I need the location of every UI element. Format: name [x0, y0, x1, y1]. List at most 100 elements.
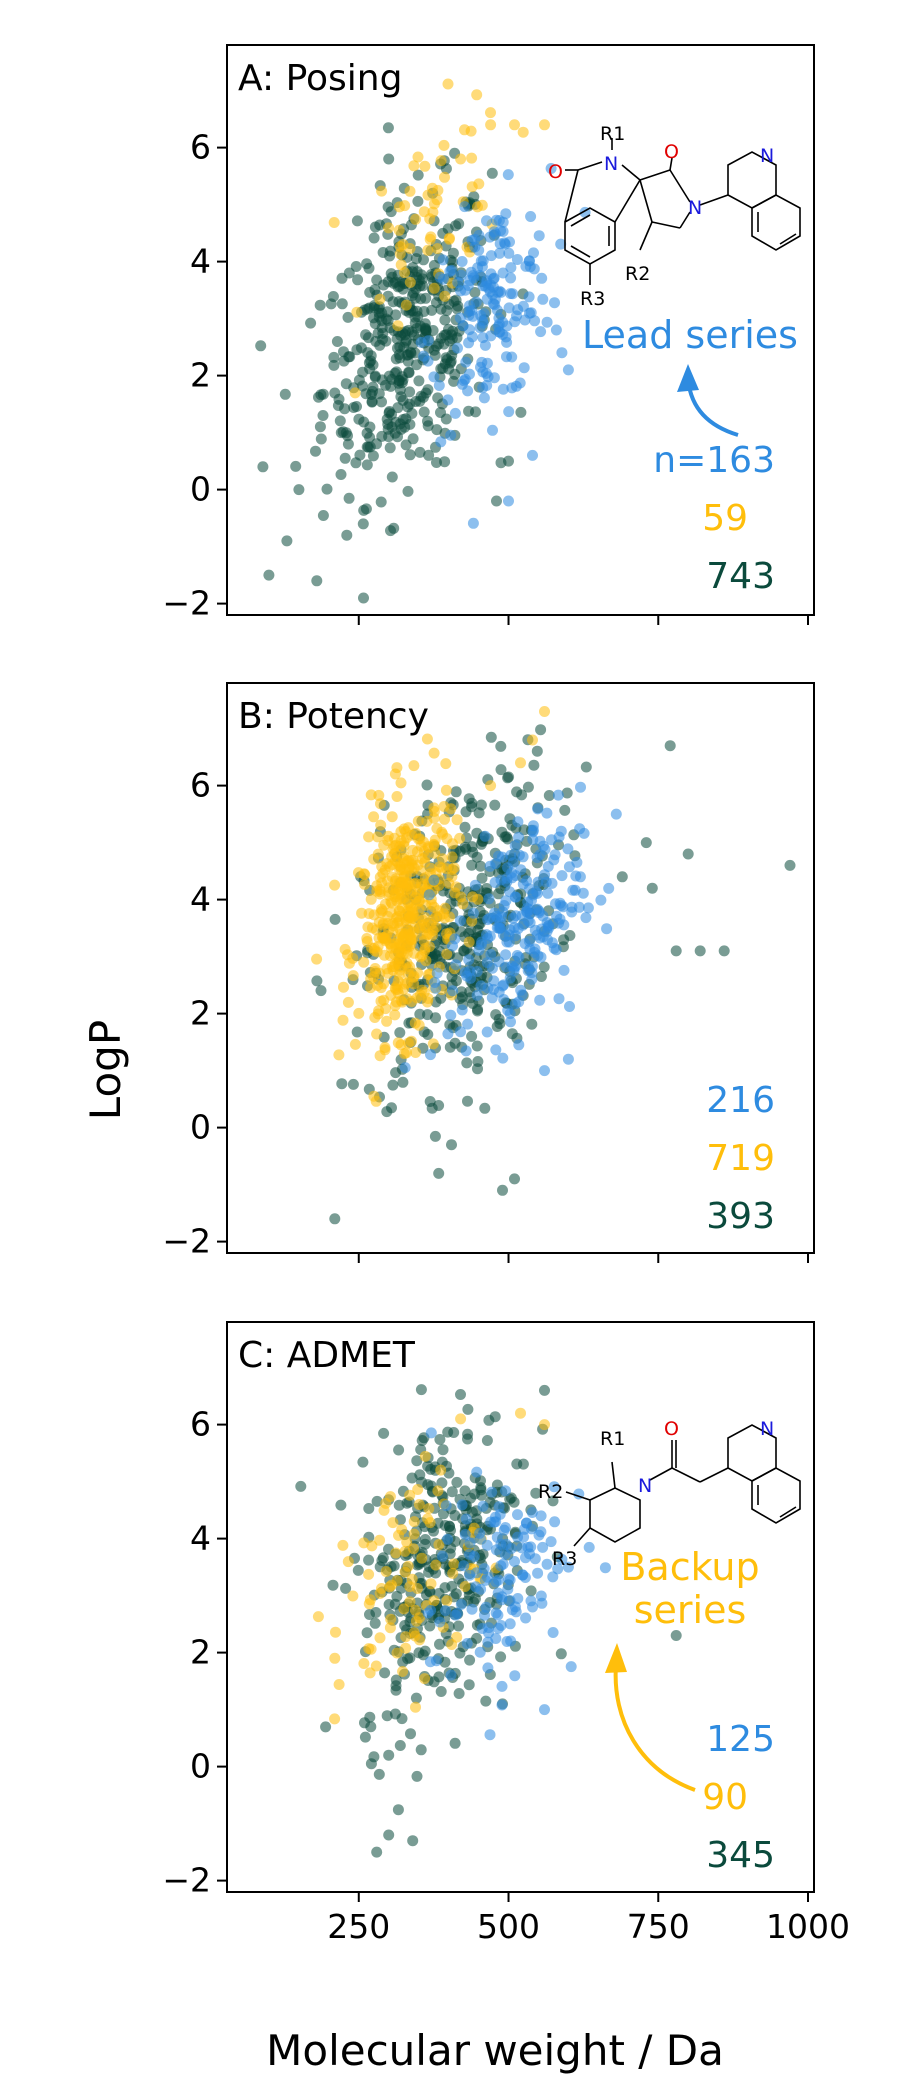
scatter-point-blue [497, 267, 509, 279]
scatter-point-blue [481, 215, 492, 227]
scatter-point-green [547, 1495, 559, 1507]
scatter-point-green [409, 311, 421, 323]
scatter-point-green [351, 215, 363, 227]
scatter-point-green [354, 449, 366, 461]
scatter-point-yellow [432, 184, 444, 196]
scatter-point-blue [506, 867, 517, 879]
scatter-point-green [411, 359, 422, 371]
scatter-point-blue [470, 1581, 482, 1593]
scatter-point-yellow [369, 1012, 381, 1023]
scatter-point-yellow [423, 1503, 435, 1515]
scatter-point-blue [575, 781, 586, 793]
y-tick-label: 2 [190, 1633, 211, 1672]
scatter-point-yellow [372, 831, 384, 843]
scatter-point-blue [550, 324, 562, 336]
oxygen-label-c: O [664, 1418, 679, 1440]
scatter-point-blue [423, 889, 435, 901]
scatter-point-green [381, 1106, 393, 1118]
scatter-point-green [390, 1067, 402, 1079]
scatter-point-blue [497, 929, 509, 941]
scatter-point-blue [525, 1541, 537, 1553]
scatter-point-yellow [440, 784, 452, 796]
scatter-point-yellow [455, 891, 467, 903]
scatter-point-blue [471, 1466, 483, 1478]
scatter-point-yellow [401, 947, 413, 959]
scatter-point-yellow [409, 1630, 421, 1642]
scatter-point-blue [440, 1605, 451, 1617]
scatter-point-green [351, 401, 362, 412]
scatter-point-green [340, 1582, 352, 1594]
scatter-point-green [784, 859, 796, 871]
scatter-point-yellow [422, 244, 434, 256]
y-tick-label: 6 [190, 766, 211, 805]
scatter-point-blue [571, 856, 583, 868]
scatter-point-green [358, 592, 369, 604]
scatter-point-yellow [404, 276, 416, 288]
scatter-point-yellow [398, 930, 409, 942]
scatter-point-blue [574, 823, 586, 835]
scatter-point-green [404, 1652, 416, 1664]
scatter-point-green [528, 759, 540, 771]
scatter-point-yellow [446, 851, 458, 863]
scatter-point-blue [433, 380, 445, 391]
scatter-point-blue [500, 949, 512, 961]
scatter-point-green [310, 445, 321, 457]
scatter-point-blue [577, 887, 589, 899]
nitrogen-label-2: N [688, 197, 702, 219]
scatter-point-blue [458, 1560, 470, 1572]
scatter-point-green [361, 258, 373, 270]
scatter-point-blue [467, 517, 479, 529]
scatter-point-yellow [466, 152, 478, 164]
panel-b-axes: −2 0 2 4 6 [162, 766, 810, 1263]
scatter-point-yellow [374, 293, 386, 305]
scatter-point-blue [445, 1009, 457, 1021]
scatter-point-blue [490, 1044, 502, 1056]
scatter-point-green [341, 529, 353, 541]
scatter-point-green [431, 457, 442, 468]
scatter-point-green [343, 492, 355, 504]
scatter-point-blue [556, 347, 568, 359]
scatter-point-green [448, 295, 460, 307]
scatter-point-green [357, 518, 369, 530]
scatter-point-blue [545, 163, 557, 174]
scatter-point-yellow [368, 811, 380, 823]
scatter-point-green [311, 975, 323, 987]
y-tick-label: 0 [190, 1747, 211, 1786]
r2-label: R2 [625, 263, 650, 285]
scatter-point-blue [542, 920, 554, 932]
scatter-point-green [364, 441, 376, 453]
scatter-point-yellow [427, 1038, 439, 1050]
scatter-point-blue [599, 1562, 611, 1574]
scatter-point-yellow [472, 893, 484, 905]
scatter-point-blue [489, 299, 501, 311]
scatter-point-yellow [416, 950, 428, 961]
scatter-point-yellow [441, 1595, 453, 1607]
scatter-point-yellow [408, 978, 420, 990]
scatter-point-blue [532, 1567, 544, 1579]
scatter-point-blue [497, 226, 509, 237]
scatter-point-green [522, 781, 534, 793]
backup-series-structure: R1 R2 R3 O N N [538, 1418, 801, 1570]
scatter-point-green [393, 1444, 405, 1456]
scatter-point-yellow [403, 906, 415, 918]
scatter-point-blue [450, 959, 462, 971]
scatter-point-blue [484, 231, 496, 243]
panel-a-label: A: Posing [238, 58, 402, 99]
scatter-point-blue [425, 1604, 437, 1616]
scatter-point-green [370, 1607, 382, 1618]
scatter-point-blue [449, 1609, 461, 1621]
scatter-point-green [489, 1411, 501, 1423]
scatter-point-yellow [438, 139, 450, 151]
scatter-point-yellow [473, 178, 485, 190]
lead-series-arrowhead [677, 364, 699, 392]
scatter-point-blue [429, 977, 441, 988]
scatter-point-blue [476, 356, 488, 368]
scatter-point-blue [460, 356, 472, 368]
scatter-point-blue [488, 975, 500, 987]
scatter-point-yellow [446, 863, 458, 875]
scatter-point-blue [463, 337, 475, 349]
scatter-point-blue [442, 1028, 454, 1040]
scatter-point-yellow [418, 935, 430, 947]
y-tick-label: 2 [190, 994, 211, 1033]
scatter-point-yellow [372, 941, 384, 952]
